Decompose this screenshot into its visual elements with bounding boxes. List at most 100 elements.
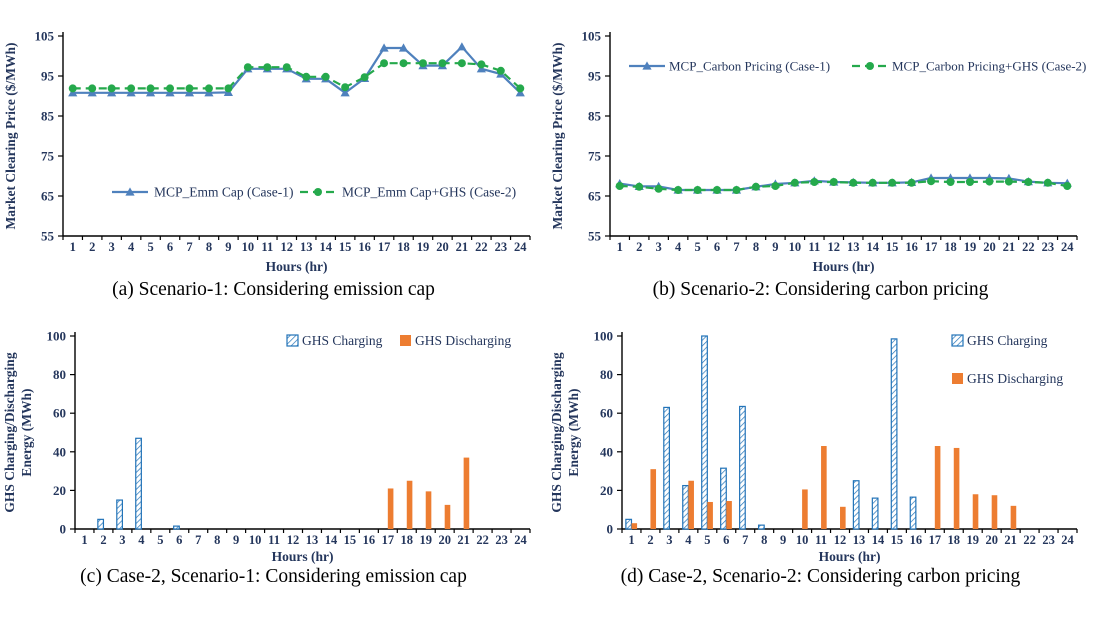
series-charging [625, 335, 917, 531]
chart-text: 11 [261, 240, 273, 254]
circle-marker [516, 84, 525, 93]
discharging-bar [631, 523, 638, 530]
charging-bar [663, 407, 670, 531]
chart-text: 23 [1042, 240, 1055, 254]
chart-text: 4 [685, 533, 692, 547]
chart-text: 13 [300, 240, 313, 254]
series-line [619, 176, 1068, 192]
circle-marker [654, 184, 663, 193]
circle-marker [314, 188, 322, 196]
chart-text: 19 [964, 240, 977, 254]
panel-a: 55 65 75 85 95 105 1 2 3 4 5 6 7 8 9 10 11 12 13 14 15 16 17 18… [0, 4, 547, 300]
chart-text: 16 [905, 240, 918, 254]
circle-marker [496, 66, 505, 75]
discharging-bar [991, 495, 998, 530]
panel-b: 55 65 75 85 95 105 1 2 3 4 5 6 7 8 9 10 11 12 13 14 15 16 17 18… [547, 4, 1094, 301]
chart-text: GHS Charging [302, 333, 383, 348]
circle-marker [380, 59, 389, 68]
circle-marker [810, 178, 819, 186]
circle-marker [849, 178, 858, 187]
charging-bar [871, 497, 879, 531]
chart-text: 22 [1022, 240, 1035, 254]
chart-text: 5 [694, 240, 700, 254]
chart-text: 2 [636, 240, 642, 254]
chart-text: 11 [815, 533, 827, 547]
discharging-bar [972, 494, 979, 530]
circle-marker [204, 84, 213, 93]
circle-marker [674, 186, 683, 194]
chart-text: 10 [249, 533, 262, 547]
chart-text: 21 [1003, 240, 1016, 254]
chart-text: 40 [53, 445, 66, 460]
chart-text: 105 [582, 29, 602, 44]
charging-bar [890, 338, 898, 531]
charging-bar [701, 335, 708, 531]
chart-text: 60 [600, 406, 613, 421]
chart-text: 23 [495, 533, 508, 547]
chart-text: 100 [594, 329, 614, 344]
circle-marker [68, 84, 77, 93]
chart-text: 3 [119, 533, 125, 547]
series-case2 [68, 59, 525, 93]
chart-text: 3 [656, 240, 662, 254]
chart-text: Hours (hr) [819, 549, 881, 564]
chart-text: 17 [929, 533, 942, 547]
charging-swatch [286, 334, 299, 348]
chart-text: 16 [363, 533, 376, 547]
discharging-bar [463, 458, 470, 530]
circle-marker [907, 178, 916, 187]
chart-text: 20 [53, 483, 66, 498]
chart-text: 14 [866, 240, 879, 254]
chart-text: 11 [808, 240, 820, 254]
chart-text: GHS Charging/Discharging [2, 353, 17, 513]
series-charging [97, 438, 180, 531]
circle-marker [1024, 178, 1033, 186]
chart-text: 5 [704, 533, 710, 547]
chart-text: Energy (MWh) [19, 389, 34, 477]
discharging-bar [425, 491, 432, 530]
chart-text: 18 [401, 533, 414, 547]
circle-marker [341, 83, 350, 92]
circle-marker [693, 186, 702, 194]
triangle-marker [340, 88, 350, 97]
chart-text: 8 [753, 240, 759, 254]
chart-text: 75 [41, 149, 55, 164]
chart-text: 7 [186, 240, 192, 254]
charging-bar [682, 485, 689, 531]
series-discharging [387, 458, 470, 530]
circle-marker [418, 59, 427, 68]
chart-text: 12 [281, 240, 294, 254]
chart-text: Hours (hr) [266, 259, 328, 274]
chart-text: 13 [853, 533, 866, 547]
chart-text: MCP_Carbon Pricing+GHS (Case-2) [892, 59, 1086, 74]
chart-text: 15 [886, 240, 899, 254]
chart-text: GHS Charging [967, 333, 1048, 348]
discharging-bar [840, 507, 846, 530]
chart-text: 4 [675, 240, 682, 254]
series-line [72, 62, 522, 90]
series-case1 [68, 42, 525, 97]
chart-text: 18 [397, 240, 410, 254]
series-discharging [631, 446, 1017, 530]
chart-text: 80 [600, 368, 613, 383]
bottom-row: 0 20 40 60 80 100 1 2 3 4 5 6 7 8 9 10 11 12 13 14 15 16 17 18 1… [0, 300, 1094, 587]
chart-text: GHS Discharging [415, 333, 511, 348]
series-line [72, 45, 522, 94]
chart-text: 1 [81, 533, 87, 547]
legend: GHS Charging GHS Discharging [286, 333, 511, 348]
chart-text: 8 [761, 533, 767, 547]
discharging-bar [953, 448, 960, 530]
chart-text: Energy (MWh) [566, 389, 581, 477]
chart-text: GHS Charging/Discharging [549, 353, 564, 513]
circle-marker [965, 178, 974, 186]
circle-marker [107, 84, 116, 93]
circle-marker [457, 59, 466, 68]
chart-text: 21 [1004, 533, 1017, 547]
chart-text: 55 [588, 229, 602, 244]
chart-text: 100 [47, 329, 67, 344]
caption-c: (c) Case-2, Scenario-1: Considering emis… [80, 566, 467, 588]
